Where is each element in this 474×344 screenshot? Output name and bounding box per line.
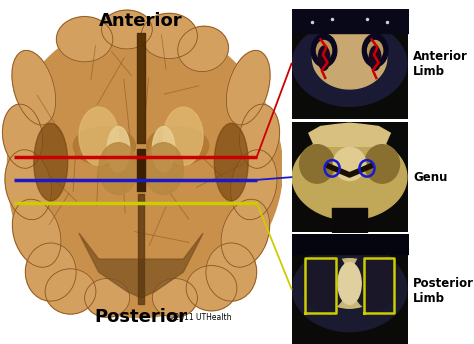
Ellipse shape xyxy=(206,243,256,301)
Ellipse shape xyxy=(146,127,209,165)
Ellipse shape xyxy=(226,51,270,125)
Ellipse shape xyxy=(84,279,130,317)
Ellipse shape xyxy=(2,104,43,168)
Ellipse shape xyxy=(362,34,388,67)
Polygon shape xyxy=(292,122,408,232)
Ellipse shape xyxy=(301,249,347,311)
Ellipse shape xyxy=(318,46,330,70)
Ellipse shape xyxy=(164,107,203,165)
Ellipse shape xyxy=(26,243,76,301)
Polygon shape xyxy=(312,27,387,89)
Ellipse shape xyxy=(152,127,175,172)
Ellipse shape xyxy=(338,262,361,304)
Ellipse shape xyxy=(231,150,277,220)
Polygon shape xyxy=(292,21,407,106)
Ellipse shape xyxy=(34,123,68,201)
Ellipse shape xyxy=(317,41,332,60)
Ellipse shape xyxy=(144,143,183,194)
Ellipse shape xyxy=(369,46,381,70)
Ellipse shape xyxy=(56,17,113,62)
Ellipse shape xyxy=(300,145,335,183)
Polygon shape xyxy=(292,246,407,332)
Ellipse shape xyxy=(99,143,138,194)
Ellipse shape xyxy=(352,249,398,311)
Polygon shape xyxy=(292,135,407,220)
Ellipse shape xyxy=(12,51,56,125)
Ellipse shape xyxy=(73,127,136,165)
Text: Anterior
Limb: Anterior Limb xyxy=(413,50,468,78)
Ellipse shape xyxy=(5,150,51,220)
Polygon shape xyxy=(8,20,283,318)
Polygon shape xyxy=(292,234,408,344)
Ellipse shape xyxy=(12,199,61,267)
Polygon shape xyxy=(309,123,390,146)
Text: Anterior: Anterior xyxy=(99,12,183,30)
Bar xyxy=(137,149,145,191)
Polygon shape xyxy=(79,233,203,298)
Ellipse shape xyxy=(152,279,197,317)
Text: Genu: Genu xyxy=(413,171,448,184)
Text: Posterior
Limb: Posterior Limb xyxy=(413,277,474,305)
Polygon shape xyxy=(292,9,408,119)
Text: Posterior: Posterior xyxy=(94,308,188,326)
Ellipse shape xyxy=(101,10,152,49)
Ellipse shape xyxy=(239,104,280,168)
Polygon shape xyxy=(292,122,408,139)
Ellipse shape xyxy=(318,259,382,308)
Ellipse shape xyxy=(186,266,237,311)
Ellipse shape xyxy=(141,13,197,58)
Ellipse shape xyxy=(333,148,366,181)
Ellipse shape xyxy=(221,199,270,267)
Ellipse shape xyxy=(365,145,400,183)
Ellipse shape xyxy=(367,41,383,60)
Ellipse shape xyxy=(79,107,118,165)
Ellipse shape xyxy=(107,127,130,172)
Text: ©2011 UTHealth: ©2011 UTHealth xyxy=(167,313,231,322)
Ellipse shape xyxy=(45,269,96,314)
Ellipse shape xyxy=(214,123,248,201)
Ellipse shape xyxy=(311,34,337,67)
Ellipse shape xyxy=(178,26,228,72)
